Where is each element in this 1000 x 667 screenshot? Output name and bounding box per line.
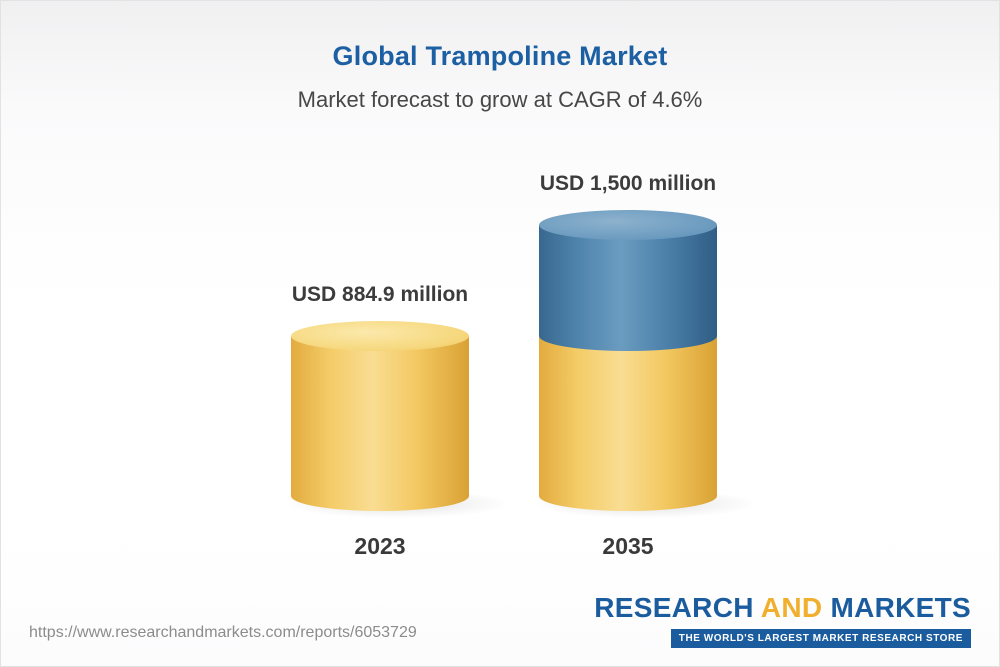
research-and-markets-logo: RESEARCH AND MARKETS THE WORLD'S LARGEST… bbox=[594, 592, 971, 648]
bar-2035-base-segment bbox=[539, 336, 717, 511]
category-label-2035: 2035 bbox=[602, 533, 654, 559]
chart-title: Global Trampoline Market bbox=[332, 41, 668, 71]
logo-word-and: AND bbox=[760, 592, 823, 623]
value-label-2023: USD 884.9 million bbox=[291, 283, 469, 306]
bar-2035-growth-segment bbox=[539, 209, 717, 351]
logo-tagline: THE WORLD'S LARGEST MARKET RESEARCH STOR… bbox=[670, 629, 971, 648]
logo-wordmark: RESEARCH AND MARKETS bbox=[594, 592, 971, 624]
bar-2023: USD 884.9 million 2023 bbox=[281, 283, 514, 559]
value-label-2035: USD 1,500 million bbox=[539, 171, 717, 195]
report-url: https://www.researchandmarkets.com/repor… bbox=[29, 624, 417, 641]
chart-subtitle: Market forecast to grow at CAGR of 4.6% bbox=[297, 87, 703, 112]
bar-2035-cylinder-top bbox=[539, 209, 717, 240]
category-label-2023: 2023 bbox=[354, 533, 406, 559]
logo-word-markets: MARKETS bbox=[830, 592, 971, 623]
bar-2035: USD 1,500 million 2035 bbox=[529, 172, 762, 559]
logo-word-research: RESEARCH bbox=[594, 592, 754, 623]
bar-2023-cylinder-top bbox=[291, 321, 469, 351]
bar-2023-cylinder bbox=[291, 321, 469, 511]
